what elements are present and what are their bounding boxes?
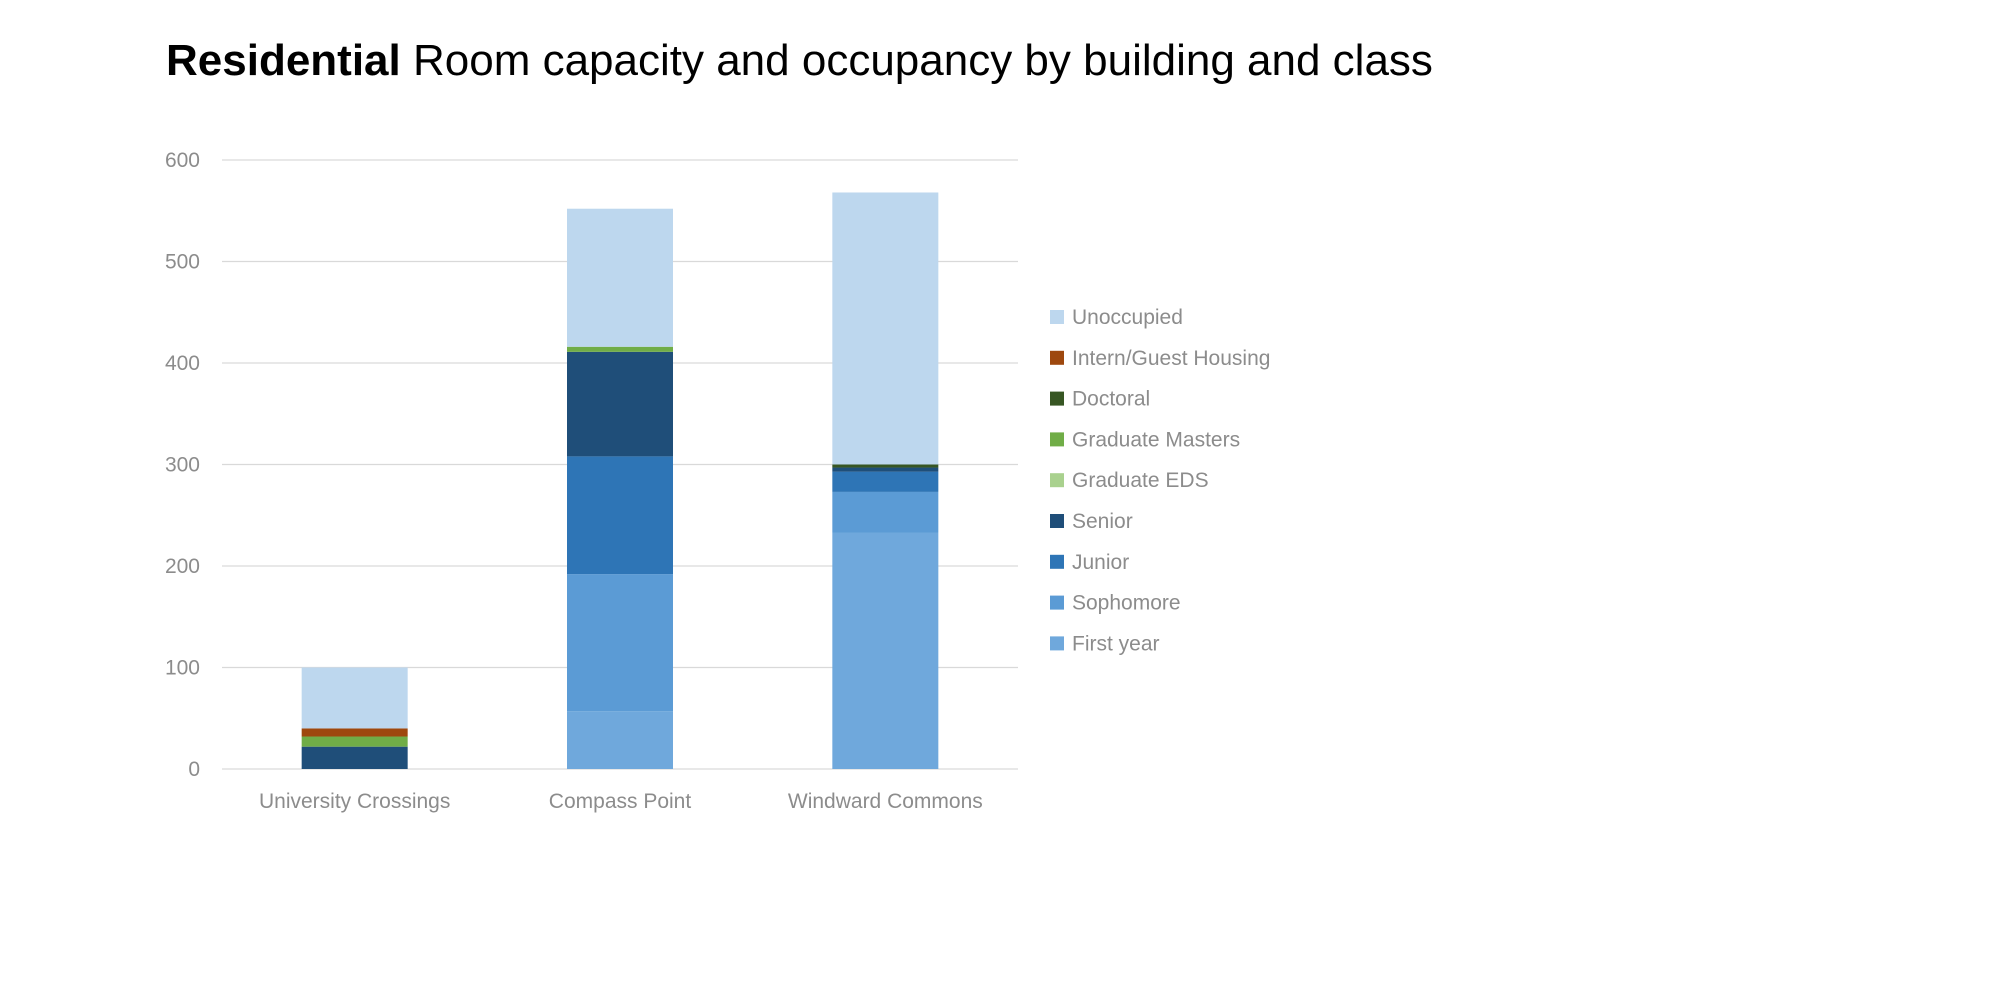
bar-segment-unoccupied xyxy=(301,667,408,729)
legend-label: Sophomore xyxy=(1072,592,1181,615)
y-tick-label: 200 xyxy=(165,555,200,578)
legend-swatch xyxy=(1050,473,1064,488)
bar-segment-graduate-masters xyxy=(567,346,673,352)
y-axis-ticks: 0 100 200 300 400 500 600 xyxy=(165,149,200,781)
legend-label: Doctoral xyxy=(1072,388,1150,411)
bar-segment-doctoral xyxy=(832,464,939,468)
bars xyxy=(301,192,939,769)
legend-label: Graduate Masters xyxy=(1072,428,1240,451)
bar-segment-first-year xyxy=(567,711,673,769)
legend-swatch xyxy=(1050,432,1064,447)
bar-segment-sophomore xyxy=(567,574,673,712)
chart-title-bold: Residential xyxy=(166,36,401,85)
y-tick-label: 100 xyxy=(165,657,200,680)
legend-swatch xyxy=(1050,350,1064,365)
legend-swatch xyxy=(1050,595,1064,610)
bar-segment-senior xyxy=(301,746,408,769)
bar-segment-sophomore xyxy=(832,491,939,533)
bar-segment-unoccupied xyxy=(832,192,939,465)
chart-title: Residential Room capacity and occupancy … xyxy=(166,30,1433,92)
y-tick-label: 0 xyxy=(188,758,200,781)
legend-swatch xyxy=(1050,310,1064,324)
x-tick-label: University Crossings xyxy=(259,790,450,813)
y-tick-label: 300 xyxy=(165,454,200,477)
legend-label: Graduate EDS xyxy=(1072,469,1209,492)
legend-swatch xyxy=(1050,636,1064,651)
legend-swatch xyxy=(1050,514,1064,528)
x-tick-label: Compass Point xyxy=(549,790,692,813)
y-tick-label: 500 xyxy=(165,251,200,274)
chart-title-rest: Room capacity and occupancy by building … xyxy=(412,36,1433,85)
legend-swatch xyxy=(1050,391,1064,406)
bar-segment-senior xyxy=(832,467,939,472)
legend-label: Intern/Guest Housing xyxy=(1072,347,1270,370)
bar-segment-graduate-masters xyxy=(301,736,408,747)
bar-segment-first-year xyxy=(832,532,939,769)
bar-segment-junior xyxy=(832,471,939,492)
legend-label: Junior xyxy=(1072,551,1129,574)
bar-segment-senior xyxy=(567,351,673,457)
y-tick-label: 600 xyxy=(165,149,200,172)
bar-segment-junior xyxy=(567,456,673,575)
y-tick-label: 400 xyxy=(165,352,200,375)
bar-segment-unoccupied xyxy=(567,208,673,347)
bar-segment-intern-guest-housing xyxy=(301,728,408,737)
legend: Unoccupied Intern/Guest Housing Doctoral Gr… xyxy=(1050,306,1270,655)
legend-swatch xyxy=(1050,554,1064,569)
legend-label: Senior xyxy=(1072,510,1133,533)
legend-label: Unoccupied xyxy=(1072,306,1183,329)
x-axis-labels: University Crossings Compass Point Windwar… xyxy=(259,790,983,813)
legend-label: First year xyxy=(1072,632,1160,655)
x-tick-label: Windward Commons xyxy=(788,790,983,813)
